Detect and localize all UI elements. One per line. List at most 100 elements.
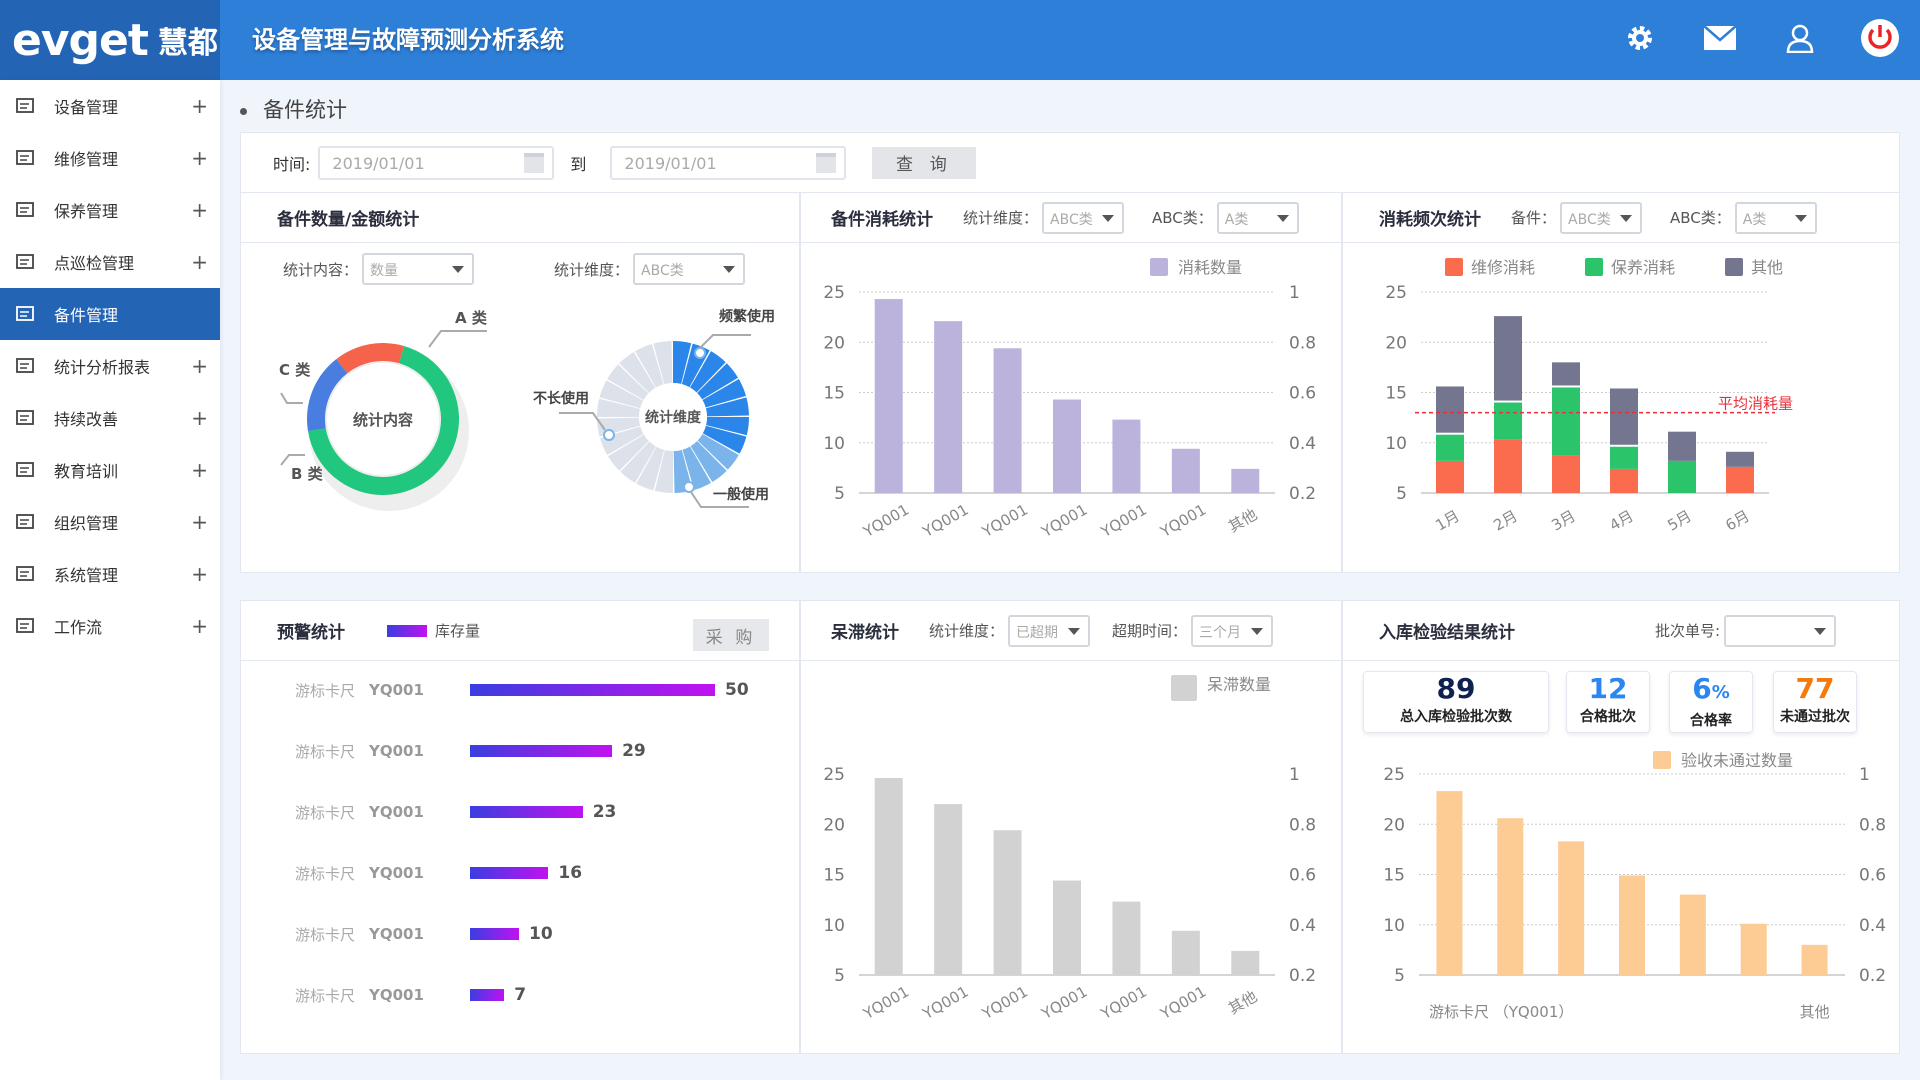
kpi-card: 6% 合格率 bbox=[1669, 671, 1753, 733]
legend-swatch bbox=[1725, 258, 1743, 276]
x-tick-label: YQ001 bbox=[1097, 500, 1150, 541]
gear-icon[interactable] bbox=[1620, 18, 1660, 58]
warning-row: 游标卡尺 YQ001 50 bbox=[295, 680, 749, 700]
part-name: 游标卡尺 bbox=[295, 681, 356, 700]
workflow-icon bbox=[14, 616, 38, 636]
sidebar-item-spare-parts[interactable]: 备件管理 bbox=[0, 288, 220, 340]
bar bbox=[993, 830, 1022, 975]
y2-tick-label: 0.2 bbox=[1289, 966, 1316, 986]
y-tick-label: 10 bbox=[823, 434, 845, 454]
y-tick-label: 5 bbox=[1396, 484, 1407, 504]
start-date-input[interactable]: 2019/01/01 bbox=[318, 145, 555, 180]
sidebar-item-label: 组织管理 bbox=[54, 514, 119, 533]
expand-icon[interactable]: + bbox=[191, 198, 208, 222]
x-tick-label: 其他 bbox=[1800, 1003, 1830, 1021]
abc-select[interactable]: A类 bbox=[1216, 201, 1299, 234]
overdue-select[interactable]: 三个月 bbox=[1191, 614, 1274, 647]
end-date-value: 2019/01/01 bbox=[624, 153, 717, 173]
bar bbox=[874, 778, 903, 975]
to-label: 到 bbox=[570, 154, 587, 174]
bar bbox=[1740, 923, 1767, 975]
bar bbox=[1497, 818, 1524, 975]
abc-select[interactable]: A类 bbox=[1734, 201, 1817, 234]
y2-tick-label: 0.6 bbox=[1289, 384, 1316, 404]
legend-label: 验收未通过数量 bbox=[1681, 751, 1793, 770]
bar-segment bbox=[1436, 460, 1464, 493]
y2-tick-label: 0.8 bbox=[1289, 333, 1316, 353]
expand-icon[interactable]: + bbox=[191, 354, 208, 378]
query-button[interactable]: 查 询 bbox=[872, 146, 977, 179]
user-icon[interactable] bbox=[1780, 18, 1820, 58]
expand-icon[interactable]: + bbox=[191, 614, 208, 638]
expand-icon[interactable]: + bbox=[191, 94, 208, 118]
expand-icon[interactable]: + bbox=[191, 510, 208, 534]
purchase-button[interactable]: 采 购 bbox=[693, 619, 769, 651]
sidebar-item-report[interactable]: 统计分析报表 + bbox=[0, 340, 220, 392]
dimension-segment bbox=[682, 446, 711, 491]
kpi-card: 89 总入库检验批次数 bbox=[1363, 671, 1549, 733]
expand-icon[interactable]: + bbox=[191, 250, 208, 274]
panel-title: 呆滞统计 bbox=[831, 623, 899, 643]
dimension-segment bbox=[690, 351, 726, 393]
warning-row: 游标卡尺 YQ001 16 bbox=[295, 863, 582, 883]
expand-icon[interactable]: + bbox=[191, 406, 208, 430]
power-icon[interactable] bbox=[1860, 18, 1900, 58]
abc-label: ABC类： bbox=[1670, 209, 1731, 227]
x-tick-label: YQ001 bbox=[859, 982, 912, 1023]
sidebar-item-workflow[interactable]: 工作流 + bbox=[0, 600, 220, 652]
bar bbox=[1558, 841, 1585, 975]
y-tick-label: 15 bbox=[823, 866, 845, 886]
legend-label: 消耗数量 bbox=[1178, 258, 1242, 277]
y-tick-label: 10 bbox=[1385, 434, 1407, 454]
part-name: 游标卡尺 bbox=[295, 742, 356, 761]
part-code: YQ001 bbox=[369, 925, 424, 943]
frequency-chart: 5 10 15 20 25 平均消耗量 维修消耗 保养消耗 其他 1月 2月 3月 4月 5月 6月 bbox=[1385, 258, 1793, 535]
dimension-select[interactable]: ABC类 bbox=[633, 253, 746, 285]
bar-segment bbox=[1610, 388, 1638, 445]
sidebar-item-label: 维修管理 bbox=[54, 150, 119, 169]
sidebar-item-repair[interactable]: 维修管理 + bbox=[0, 132, 220, 184]
equipment-icon bbox=[14, 96, 38, 116]
logo-cn: 慧都 bbox=[157, 26, 218, 61]
sidebar-item-equipment[interactable]: 设备管理 + bbox=[0, 80, 220, 132]
dimension-segment bbox=[619, 351, 656, 393]
calendar-icon[interactable] bbox=[816, 152, 837, 173]
sidebar-item-org[interactable]: 组织管理 + bbox=[0, 496, 220, 548]
mail-icon[interactable] bbox=[1700, 18, 1740, 58]
content-label: 统计内容： bbox=[283, 260, 359, 279]
part-select[interactable]: ABC类 bbox=[1560, 201, 1643, 234]
sidebar-item-label: 保养管理 bbox=[54, 202, 119, 221]
dimension-select[interactable]: 已超期 bbox=[1008, 614, 1091, 647]
logo[interactable]: evget 慧都 bbox=[0, 0, 220, 80]
part-name: 游标卡尺 bbox=[295, 803, 356, 822]
expand-icon[interactable]: + bbox=[191, 458, 208, 482]
bar bbox=[934, 804, 963, 975]
sidebar-item-training[interactable]: 教育培训 + bbox=[0, 444, 220, 496]
label-c: C 类 bbox=[279, 361, 311, 379]
dimension-segment bbox=[635, 343, 664, 388]
end-date-input[interactable]: 2019/01/01 bbox=[610, 145, 847, 180]
bar bbox=[874, 299, 903, 493]
content-value: 数量 bbox=[370, 263, 399, 279]
bar bbox=[934, 321, 963, 493]
sidebar-item-inspection[interactable]: 点巡检管理 + bbox=[0, 236, 220, 288]
expand-icon[interactable]: + bbox=[191, 562, 208, 586]
start-date-value: 2019/01/01 bbox=[332, 153, 425, 173]
sidebar-item-improve[interactable]: 持续改善 + bbox=[0, 392, 220, 444]
x-tick-label: 其他 bbox=[1225, 987, 1260, 1018]
x-tick-label: YQ001 bbox=[1097, 982, 1150, 1023]
leader-line bbox=[280, 392, 303, 404]
dimension-segment bbox=[607, 364, 649, 400]
expand-icon[interactable]: + bbox=[191, 146, 208, 170]
repair-icon bbox=[14, 148, 38, 168]
batch-select[interactable] bbox=[1724, 614, 1837, 647]
stock-value: 50 bbox=[725, 680, 749, 700]
sidebar-item-settings[interactable]: 系统管理 + bbox=[0, 548, 220, 600]
dimension-select[interactable]: ABC类 bbox=[1042, 201, 1125, 234]
calendar-icon[interactable] bbox=[524, 152, 545, 173]
content-select[interactable]: 数量 bbox=[362, 253, 475, 285]
dimension-segment bbox=[702, 425, 747, 454]
sidebar-item-maintenance[interactable]: 保养管理 + bbox=[0, 184, 220, 236]
